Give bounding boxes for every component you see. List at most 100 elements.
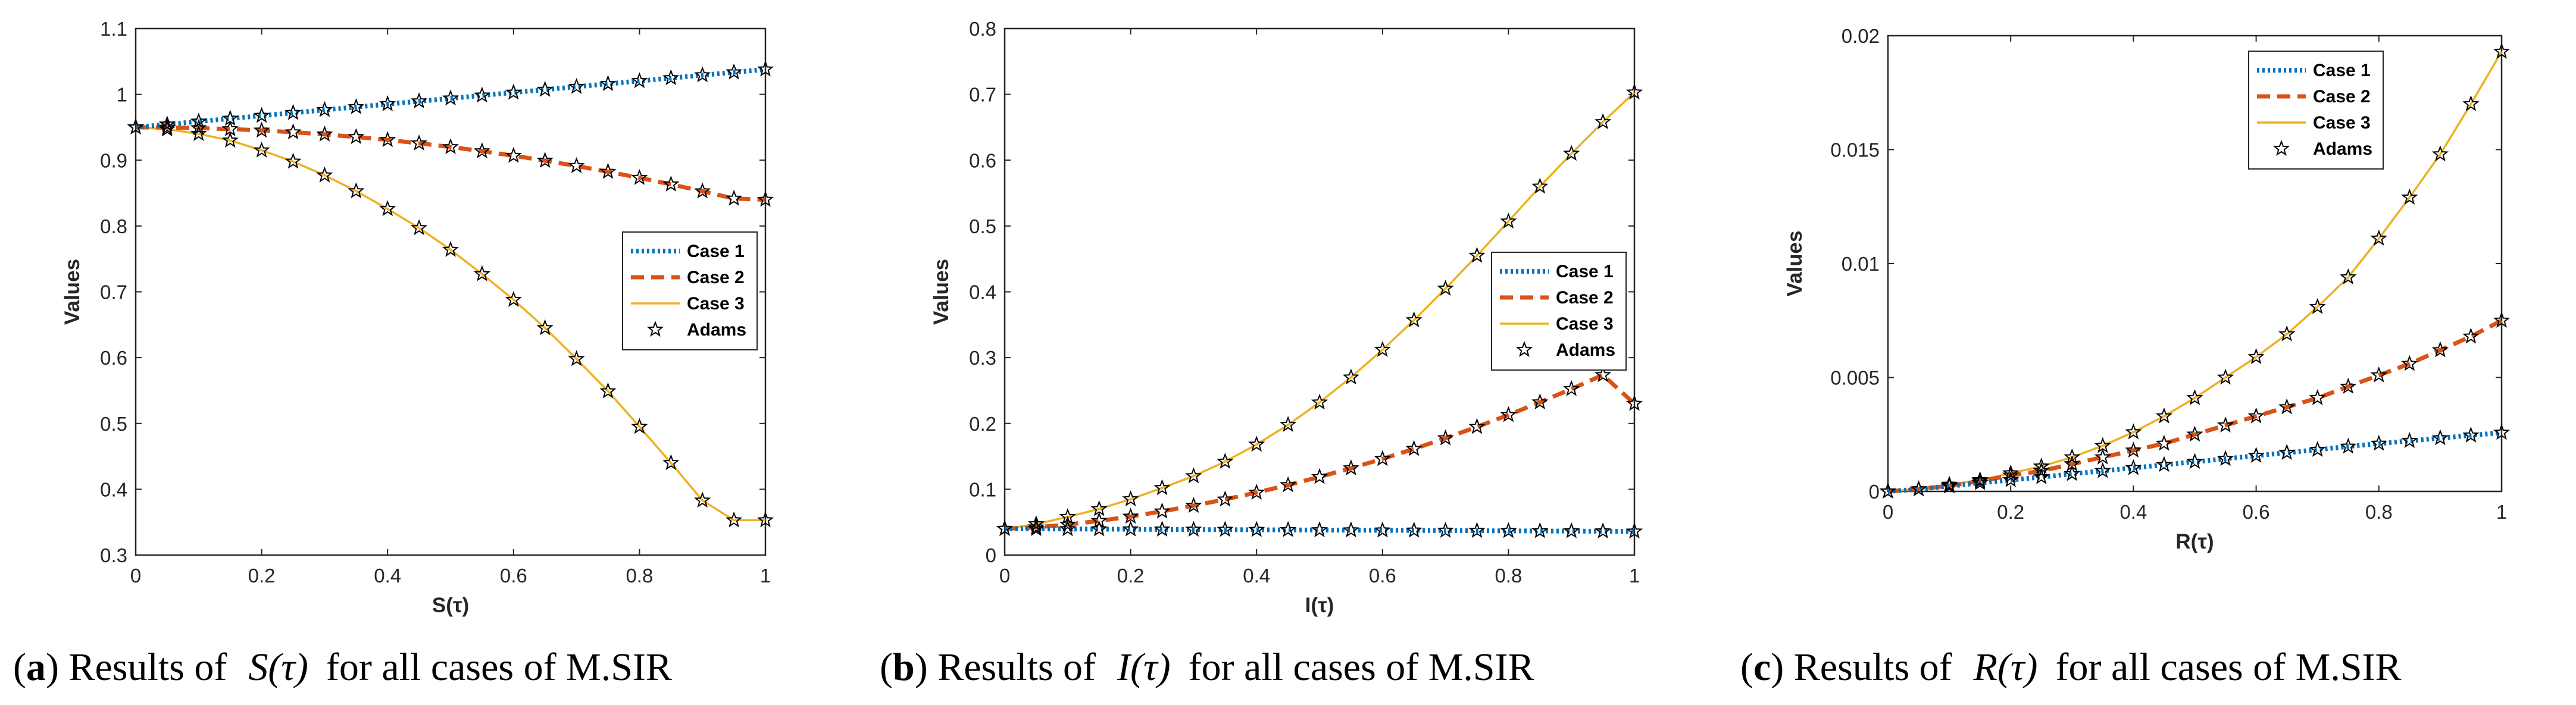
y-tick-label: 0.005 bbox=[1830, 367, 1880, 389]
x-tick-label: 0.2 bbox=[1117, 565, 1145, 587]
adams-marker bbox=[1342, 459, 1360, 476]
series-line-case-2 bbox=[1887, 318, 2503, 494]
adams-marker bbox=[1027, 518, 1045, 535]
adams-marker bbox=[2370, 366, 2387, 383]
adams-marker bbox=[725, 189, 743, 206]
y-tick-label: 0.3 bbox=[100, 544, 127, 566]
series-line-case-2 bbox=[1004, 372, 1636, 531]
adams-marker bbox=[473, 265, 491, 281]
x-tick-label: 0 bbox=[999, 565, 1010, 587]
adams-marker bbox=[1971, 471, 1989, 487]
adams-marker bbox=[410, 92, 428, 109]
adams-marker bbox=[442, 89, 459, 106]
y-axis-label: Values bbox=[930, 259, 953, 325]
adams-marker bbox=[1279, 521, 1297, 537]
adams-marker bbox=[599, 382, 617, 399]
adams-marker bbox=[694, 182, 711, 199]
adams-marker bbox=[1531, 393, 1549, 410]
adams-marker bbox=[996, 519, 1014, 536]
adams-marker bbox=[442, 240, 459, 257]
adams-marker bbox=[1625, 522, 1643, 539]
y-tick-label: 0.01 bbox=[1842, 253, 1880, 275]
legend-label: Case 1 bbox=[2313, 61, 2371, 80]
caption-c: (c) Results of R(τ) for all cases of M.SIR bbox=[1740, 646, 2402, 689]
adams-marker bbox=[2278, 325, 2296, 341]
adams-marker bbox=[2340, 268, 2357, 285]
adams-marker bbox=[158, 120, 176, 137]
series-line-case-3 bbox=[135, 126, 765, 522]
adams-marker bbox=[2462, 327, 2480, 344]
adams-marker bbox=[1122, 507, 1139, 524]
adams-marker bbox=[2186, 389, 2203, 406]
series-line-case-1 bbox=[135, 67, 766, 130]
adams-marker bbox=[1090, 500, 1108, 516]
adams-marker bbox=[1217, 453, 1234, 469]
adams-marker bbox=[1563, 522, 1580, 538]
adams-marker bbox=[379, 95, 396, 112]
legend-label: Case 3 bbox=[1556, 314, 1614, 334]
adams-marker bbox=[2064, 455, 2081, 471]
adams-marker bbox=[2002, 466, 2019, 483]
legend-label: Adams bbox=[687, 320, 746, 340]
adams-marker bbox=[2493, 42, 2511, 59]
adams-marker bbox=[1563, 145, 1580, 161]
adams-marker bbox=[2064, 465, 2081, 481]
adams-marker bbox=[2002, 464, 2019, 481]
adams-marker bbox=[2064, 448, 2081, 465]
legend-label: Case 1 bbox=[1556, 262, 1614, 281]
adams-marker bbox=[2278, 398, 2296, 415]
adams-marker bbox=[1879, 482, 1897, 499]
caption-a-prefix: Results of bbox=[68, 646, 227, 689]
x-tick-label: 0.4 bbox=[1243, 565, 1270, 587]
adams-marker bbox=[1122, 490, 1139, 507]
legend-swatch-adams bbox=[2272, 140, 2290, 156]
series-line-case-2 bbox=[135, 125, 766, 202]
adams-marker bbox=[348, 98, 365, 114]
adams-marker bbox=[568, 77, 585, 94]
adams-marker bbox=[1311, 468, 1328, 484]
adams-marker bbox=[1594, 113, 1612, 130]
y-tick-label: 0.4 bbox=[100, 478, 127, 500]
legend-box bbox=[622, 231, 758, 350]
adams-marker bbox=[2094, 437, 2112, 453]
adams-marker bbox=[505, 83, 522, 100]
adams-marker bbox=[285, 104, 302, 120]
adams-marker bbox=[2125, 423, 2142, 440]
adams-marker bbox=[1311, 521, 1328, 538]
y-tick-label: 0.02 bbox=[1842, 25, 1880, 47]
y-tick-label: 0.5 bbox=[969, 215, 996, 237]
adams-marker bbox=[221, 131, 239, 148]
adams-marker bbox=[1185, 497, 1202, 513]
adams-marker bbox=[599, 75, 617, 91]
adams-marker bbox=[2431, 145, 2449, 162]
series-line-case-1 bbox=[1887, 430, 2502, 494]
chart-c: 0 0.2 0.4 0.6 0.8 1 0 0.005 0.01 0.015 0.02 R(τ) Val… bbox=[1783, 25, 2511, 553]
adams-marker bbox=[442, 138, 459, 155]
series-line-case-3 bbox=[1004, 92, 1636, 530]
legend-label: Adams bbox=[2313, 139, 2372, 159]
adams-marker bbox=[2217, 450, 2234, 466]
adams-marker bbox=[1185, 521, 1202, 537]
y-tick-label: 0 bbox=[1869, 481, 1880, 503]
adams-marker bbox=[1217, 490, 1234, 507]
adams-marker bbox=[2278, 444, 2296, 460]
caption-c-math: R(τ) bbox=[1973, 646, 2038, 689]
adams-marker bbox=[1059, 515, 1076, 532]
adams-marker bbox=[1374, 341, 1391, 357]
chart-b: 0 0.2 0.4 0.6 0.8 1 0 0.1 0.2 0.3 0.4 0.5 0.6 0.7 0.8 I… bbox=[930, 18, 1643, 617]
adams-marker bbox=[1594, 366, 1612, 383]
adams-marker bbox=[348, 128, 365, 145]
legend-box bbox=[2248, 51, 2384, 170]
adams-marker bbox=[725, 63, 743, 80]
adams-marker bbox=[694, 66, 711, 83]
y-tick-label: 0.8 bbox=[100, 215, 127, 237]
adams-marker bbox=[2033, 468, 2050, 484]
legend-label: Case 2 bbox=[687, 268, 745, 287]
legend-label: Case 2 bbox=[2313, 87, 2371, 106]
adams-marker bbox=[316, 126, 333, 142]
legend-label: Case 3 bbox=[687, 294, 745, 314]
plot-area-c bbox=[1887, 35, 2503, 493]
caption-a: (a) Results of S(τ) for all cases of M.SIR bbox=[13, 646, 672, 689]
caption-b-suffix: for all cases of M.SIR bbox=[1188, 646, 1534, 689]
